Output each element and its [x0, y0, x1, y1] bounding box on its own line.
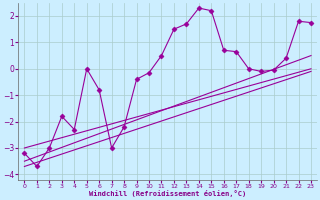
X-axis label: Windchill (Refroidissement éolien,°C): Windchill (Refroidissement éolien,°C)	[89, 190, 246, 197]
